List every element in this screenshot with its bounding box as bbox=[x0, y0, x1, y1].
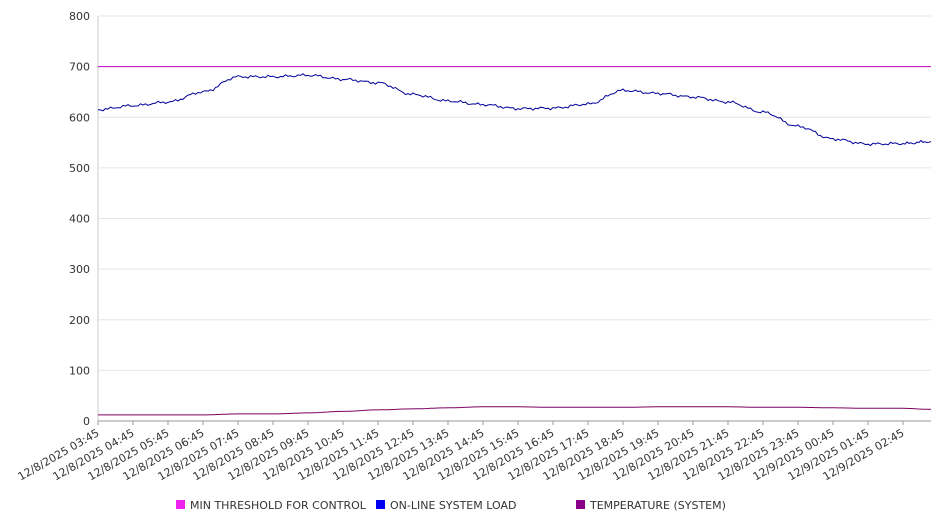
series-line-1 bbox=[97, 73, 932, 147]
y-tick-label: 400 bbox=[69, 213, 90, 226]
y-tick-label: 0 bbox=[83, 415, 90, 428]
y-tick-label: 700 bbox=[69, 61, 90, 74]
y-tick-label: 300 bbox=[69, 263, 90, 276]
legend-swatch bbox=[576, 500, 585, 509]
legend-label: TEMPERATURE (SYSTEM) bbox=[589, 499, 726, 512]
legend: MIN THRESHOLD FOR CONTROL ON-LINE SYSTEM … bbox=[176, 499, 726, 512]
legend-label: ON-LINE SYSTEM LOAD bbox=[390, 499, 516, 512]
gridlines bbox=[98, 15, 931, 422]
series-lines bbox=[97, 66, 932, 416]
y-tick-label: 100 bbox=[69, 364, 90, 377]
y-tick-label: 800 bbox=[69, 10, 90, 23]
series-line-2 bbox=[98, 406, 932, 416]
y-tick-label: 500 bbox=[69, 162, 90, 175]
legend-swatch bbox=[376, 500, 385, 509]
legend-label: MIN THRESHOLD FOR CONTROL bbox=[190, 499, 367, 512]
y-tick-label: 600 bbox=[69, 111, 90, 124]
y-tick-label: 200 bbox=[69, 314, 90, 327]
legend-swatch bbox=[176, 500, 185, 509]
y-axis: 0 100 200 300 400 500 600 700 800 bbox=[69, 10, 99, 428]
